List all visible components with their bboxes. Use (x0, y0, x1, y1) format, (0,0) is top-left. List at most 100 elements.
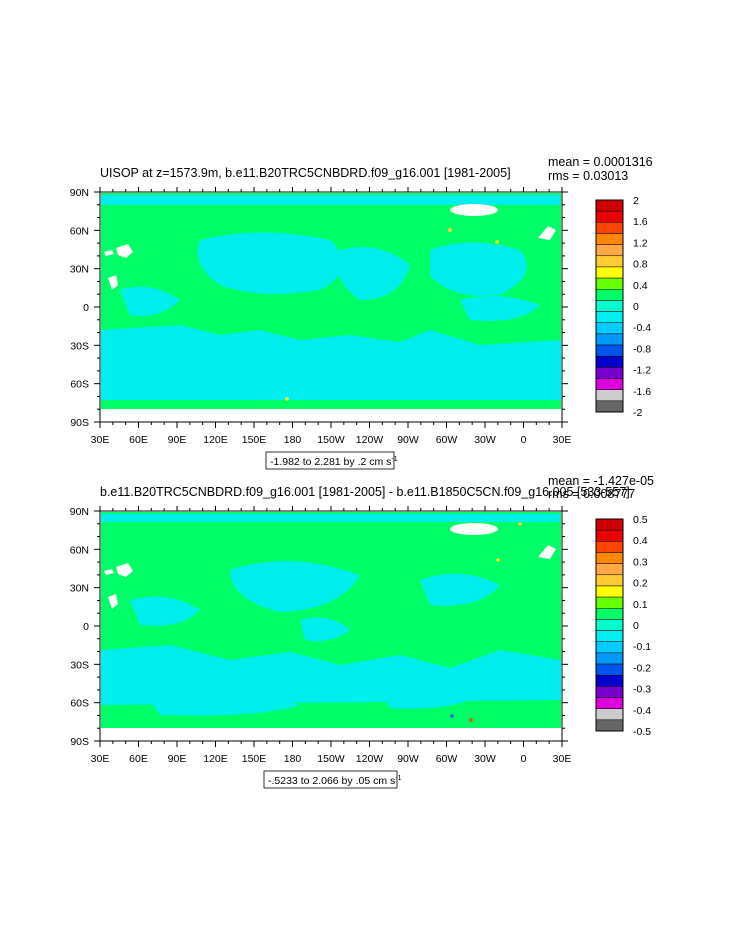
y-tick-label: 30S (70, 340, 89, 352)
panel-1-positive-spot (495, 240, 499, 244)
x-tick-label: 180 (284, 753, 302, 765)
colorbar-swatch (595, 708, 624, 721)
panel-2-range-label: -.5233 to 2.066 by .05 cm s-1 (268, 775, 402, 787)
x-tick-label: 120W (356, 434, 384, 446)
colorbar-label: -0.4 (633, 705, 651, 717)
x-tick-label: 120W (356, 753, 384, 765)
colorbar-swatch (595, 663, 624, 676)
y-tick-label: 0 (83, 621, 89, 633)
panel-2-negative-regions (101, 514, 561, 716)
x-tick-label: 120E (203, 434, 228, 446)
colorbar-label: 0.8 (633, 259, 648, 271)
colorbar-swatch (595, 563, 624, 576)
colorbar-label: 1.6 (633, 216, 648, 228)
x-tick-label: 150E (242, 753, 267, 765)
panel-2-positive-spot (469, 718, 473, 722)
panel-2-missing-regions (104, 523, 556, 609)
x-tick-label: 30W (474, 753, 496, 765)
colorbar-label: 2 (633, 195, 639, 207)
colorbar-swatch (595, 541, 624, 553)
panel-1-rms: rms = 0.03013 (548, 169, 628, 183)
panel-2-negative-spot (450, 714, 454, 718)
colorbar-label: -0.5 (633, 726, 651, 738)
colorbar-label: 0 (633, 301, 639, 313)
colorbar-swatch (595, 255, 624, 268)
colorbar-swatch (595, 641, 624, 654)
panel-1-antarctic-missing (101, 409, 561, 421)
colorbar-swatch (595, 686, 624, 698)
panel-1-southern-band (101, 391, 561, 396)
panel-2-positive-spot (518, 522, 522, 526)
y-tick-label: 90S (70, 736, 89, 748)
colorbar-label: 0.2 (633, 578, 648, 590)
x-tick-label: 60E (129, 434, 148, 446)
colorbar-label: 0.1 (633, 599, 648, 611)
panel-1-range-box: -1.982 to 2.281 by .2 cm s-1 (265, 451, 398, 470)
colorbar-label: -0.8 (633, 343, 651, 355)
colorbar-swatch (595, 266, 624, 279)
y-tick-label: 60N (70, 225, 89, 237)
colorbar-swatch (595, 518, 624, 531)
colorbar-swatch (595, 400, 624, 413)
colorbar-swatch (595, 674, 624, 687)
y-tick-label: 30S (70, 659, 89, 671)
colorbar-label: 0.4 (633, 535, 648, 547)
colorbar-swatch (595, 300, 624, 312)
colorbar-label: -0.1 (633, 641, 651, 653)
x-tick-label: 150W (317, 434, 345, 446)
y-tick-label: 90N (70, 506, 89, 518)
x-tick-label: 30E (553, 753, 572, 765)
panel-2-x-axis: 30E 60E 90E 120E 150E 180 150W 120W 90W 60W 30W 0 30… (91, 506, 572, 765)
colorbar-swatch (595, 630, 624, 642)
panel-1-positive-spot (448, 228, 452, 232)
colorbar-swatch (595, 222, 624, 234)
panel-1-y-axis: 90N 60N 30N 0 30S 60S 90S (70, 187, 568, 429)
y-tick-label: 60S (70, 698, 89, 710)
x-tick-label: 150W (317, 753, 345, 765)
colorbar-label: -0.3 (633, 684, 651, 696)
panel-2-title: b.e11.B20TRC5CNBDRD.f09_g16.001 [1981-20… (100, 485, 630, 499)
colorbar-label: -1.6 (633, 386, 651, 398)
panel-2-colorbar: 0.5 0.4 0.3 0.2 0.1 0 -0.1 -0.2 -0.3 -0.4 -0.5 (595, 514, 651, 738)
panel-2-rms: rms = 0.008777 (548, 487, 635, 501)
panel-2-positive-spot (496, 558, 500, 562)
x-tick-label: 60E (129, 753, 148, 765)
x-tick-label: 90W (397, 753, 419, 765)
y-tick-label: 90N (70, 187, 89, 199)
panel-1-negative-regions (101, 195, 561, 400)
colorbar-swatch (595, 552, 624, 564)
x-tick-label: 60W (436, 753, 458, 765)
colorbar-swatch (595, 608, 624, 620)
x-tick-label: 30E (553, 434, 572, 446)
colorbar-label: 0.3 (633, 556, 648, 568)
x-tick-label: 150E (242, 434, 267, 446)
colorbar-label: -0.4 (633, 322, 651, 334)
panel-2-antarctic-missing (101, 728, 561, 740)
colorbar-swatch (595, 333, 624, 346)
panel-2-map (99, 510, 563, 742)
panel-2: b.e11.B20TRC5CNBDRD.f09_g16.001 [1981-20… (70, 474, 654, 789)
x-tick-label: 60W (436, 434, 458, 446)
colorbar-label: 0.5 (633, 514, 648, 526)
panel-2-range-box: -.5233 to 2.066 by .05 cm s-1 (263, 770, 402, 789)
panel-1-colorbar: 2 1.6 1.2 0.8 0.4 0 -0.4 -0.8 -1.2 -1.6 -2 (595, 195, 651, 419)
colorbar-swatch (595, 322, 624, 335)
panel-1-map (99, 191, 563, 423)
colorbar-swatch (595, 311, 624, 323)
colorbar-label: 0 (633, 620, 639, 632)
colorbar-swatch (595, 344, 624, 357)
x-tick-label: 30E (91, 753, 110, 765)
x-tick-label: 180 (284, 434, 302, 446)
panel-1-x-axis: 30E 60E 90E 120E 150E 180 150W 120W 90W 60W 30W 0 30… (91, 187, 572, 446)
panel-2-y-axis: 90N 60N 30N 0 30S 60S 90S (70, 506, 568, 748)
panel-1-positive-spot (285, 397, 289, 401)
colorbar-frame (595, 199, 624, 413)
colorbar-label: -2 (633, 407, 642, 419)
colorbar-swatch (595, 652, 624, 665)
colorbar-swatch (595, 244, 624, 257)
x-tick-label: 0 (521, 753, 527, 765)
y-tick-label: 90S (70, 417, 89, 429)
colorbar-swatch (595, 697, 624, 709)
colorbar-swatch (595, 596, 624, 609)
